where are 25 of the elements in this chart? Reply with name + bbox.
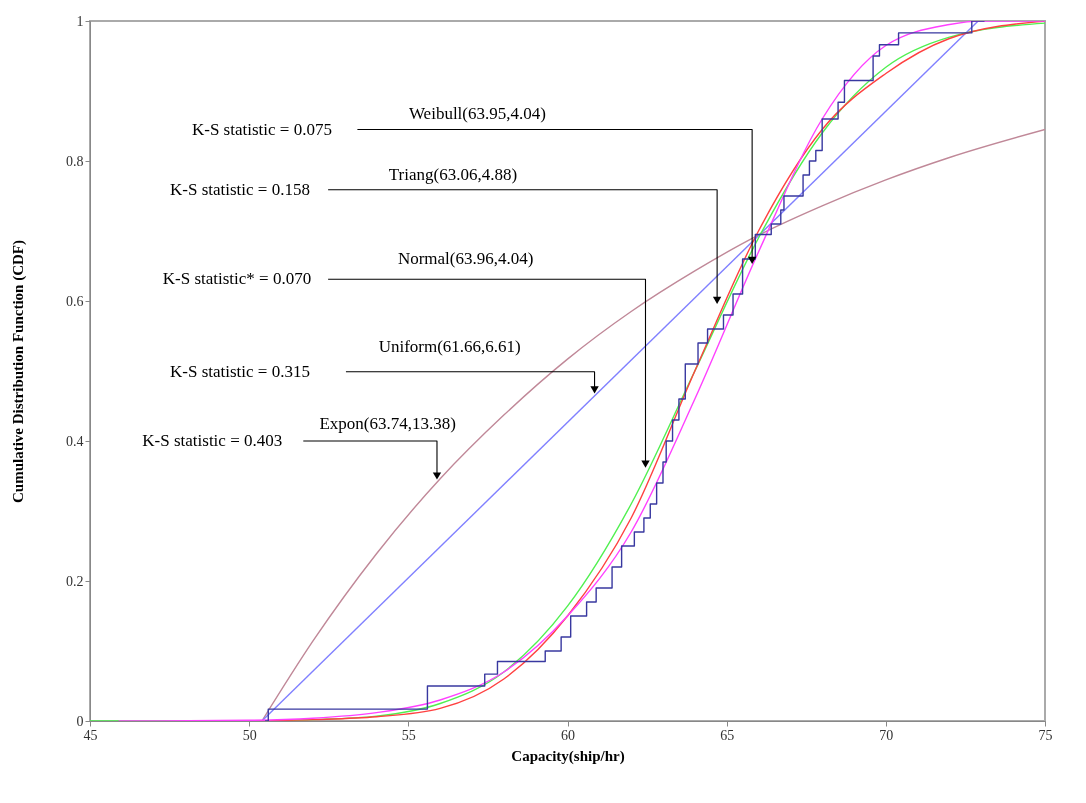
annotation: K-S statistic* = 0.070 — [162, 269, 312, 289]
annotation: Weibull(63.95,4.04) — [408, 104, 546, 124]
annotation: Triang(63.06,4.88) — [388, 165, 518, 184]
x-tick-label: 55 — [401, 727, 416, 743]
x-tick-label: 50 — [242, 727, 257, 743]
annotation: Expon(63.74,13.38) — [319, 414, 456, 434]
y-tick-label: 0.4 — [66, 433, 84, 449]
y-tick-label: 0.8 — [66, 153, 84, 169]
x-tick-label: 60 — [561, 727, 575, 743]
x-tick-label: 65 — [720, 727, 735, 743]
y-tick-label: 0 — [76, 713, 84, 729]
x-tick-label: 75 — [1038, 727, 1053, 743]
annotation: Normal(63.96,4.04) — [397, 249, 534, 268]
annotation: Uniform(61.66,6.61) — [378, 336, 521, 356]
x-tick-label: 70 — [879, 727, 894, 743]
annotation: K-S statistic = 0.158 — [170, 179, 310, 199]
y-axis-title: Cumulative Distribution Function (CDF) — [10, 240, 27, 503]
y-tick-label: 0.2 — [66, 573, 84, 589]
annotation: K-S statistic = 0.315 — [170, 361, 310, 381]
annotation: K-S statistic = 0.403 — [142, 431, 283, 450]
annotation: K-S statistic = 0.075 — [191, 119, 332, 139]
x-tick-label: 45 — [83, 727, 98, 743]
y-tick-label: 0.6 — [66, 293, 84, 309]
y-tick-label: 1 — [76, 13, 84, 29]
x-axis-title: Capacity(ship/hr) — [511, 747, 625, 765]
